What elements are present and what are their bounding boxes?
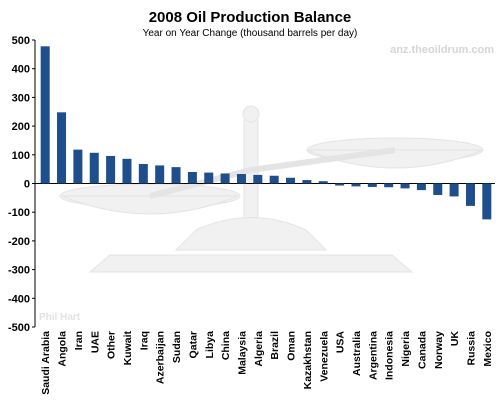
y-tick-label: 100 — [12, 150, 30, 162]
y-tick-label: -100 — [8, 207, 30, 219]
category-label: Sudan — [171, 331, 183, 363]
bar-angola — [57, 112, 67, 184]
category-label: Oman — [286, 331, 298, 361]
chart-subtitle: Year on Year Change (thousand barrels pe… — [143, 28, 358, 39]
bar-canada — [416, 183, 426, 191]
bar-venezuela — [318, 181, 328, 184]
bar-kazakhstan — [302, 180, 312, 184]
bar-argentina — [367, 183, 377, 187]
category-label: Libya — [204, 331, 216, 359]
category-label: Azerbaijan — [155, 331, 167, 384]
y-tick-label: 0 — [24, 179, 30, 191]
bar-uae — [89, 152, 99, 184]
category-label: Angola — [57, 331, 69, 367]
bar-iran — [73, 149, 83, 184]
bar-norway — [433, 183, 443, 195]
watermark-author: Phil Hart — [39, 312, 81, 323]
bar-malaysia — [236, 174, 246, 184]
category-label: Malaysia — [236, 331, 248, 375]
category-label: Brazil — [269, 331, 281, 360]
bar-libya — [204, 172, 214, 184]
category-label: Venezuela — [318, 331, 330, 382]
category-label: Indonesia — [384, 331, 396, 380]
category-label: Algeria — [253, 331, 265, 367]
category-label: Kuwait — [122, 331, 134, 366]
bar-algeria — [253, 174, 263, 184]
category-label: USA — [335, 331, 347, 354]
category-label: Australia — [351, 331, 363, 376]
y-tick-label: -400 — [8, 293, 30, 305]
y-tick-label: 400 — [12, 64, 30, 76]
category-label: Qatar — [187, 331, 199, 358]
chart-title: 2008 Oil Production Balance — [149, 9, 352, 26]
bar-kuwait — [122, 158, 132, 184]
category-label: Iran — [73, 331, 85, 350]
category-label: Russia — [465, 331, 477, 366]
bar-iraq — [138, 163, 148, 184]
category-label: Other — [106, 331, 118, 359]
y-tick-label: -500 — [8, 322, 30, 334]
y-tick-label: -200 — [8, 236, 30, 248]
bar-qatar — [187, 172, 197, 184]
y-tick-label: 200 — [12, 121, 30, 133]
category-label: Iraq — [138, 331, 150, 350]
y-tick-label: 500 — [12, 35, 30, 47]
watermark-url: anz.theoildrum.com — [390, 44, 494, 56]
category-label: Nigeria — [400, 331, 412, 367]
bar-saudi-arabia — [40, 46, 50, 184]
category-label: China — [220, 331, 232, 360]
bar-china — [220, 173, 230, 184]
category-label: Mexico — [482, 331, 494, 367]
category-label: Saudi Arabia — [40, 331, 52, 395]
bar-mexico — [482, 183, 492, 220]
category-label: Argentina — [367, 331, 379, 380]
bar-uk — [449, 183, 459, 197]
bar-other — [106, 155, 116, 184]
bar-oman — [286, 177, 296, 184]
y-tick-label: 300 — [12, 92, 30, 104]
bar-sudan — [171, 167, 181, 184]
y-tick-label: -300 — [8, 265, 30, 277]
category-label: UAE — [89, 331, 101, 353]
bar-russia — [465, 183, 475, 206]
bar-brazil — [269, 175, 279, 184]
category-label: Canada — [416, 331, 428, 369]
category-labels: Saudi Arabia Angola Iran UAE Other Kuwait Iraq… — [40, 331, 494, 395]
balance-scale-watermark — [59, 105, 484, 273]
category-label: Kazakhstan — [302, 331, 314, 389]
bar-azerbaijan — [155, 165, 165, 184]
bar-series — [40, 46, 492, 220]
bar-usa — [335, 183, 345, 186]
bar-australia — [351, 183, 361, 187]
category-label: Norway — [433, 331, 445, 369]
category-label: UK — [449, 331, 461, 347]
bar-nigeria — [400, 183, 410, 189]
bar-indonesia — [384, 183, 394, 188]
